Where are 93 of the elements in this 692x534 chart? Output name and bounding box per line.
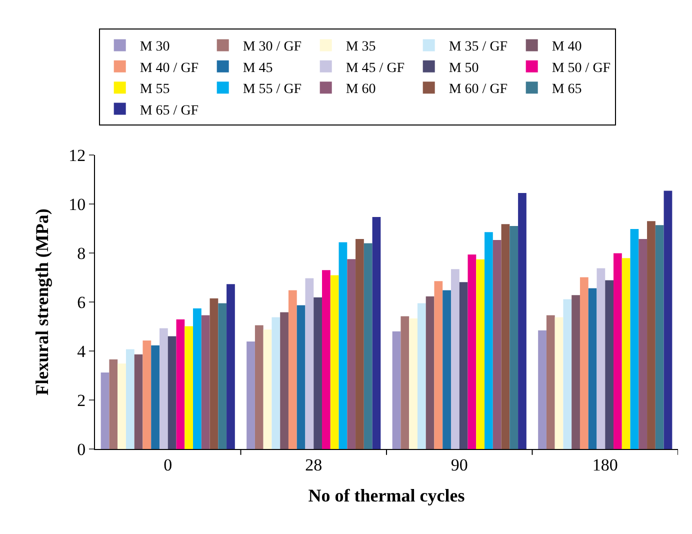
bar (356, 239, 364, 449)
bar (622, 258, 630, 449)
bar (630, 228, 639, 449)
legend-label: M 40 / GF (140, 60, 199, 76)
bar (201, 315, 210, 449)
bar (572, 295, 580, 449)
bar (218, 303, 227, 449)
bar (450, 269, 460, 449)
legend-label: M 45 (242, 60, 273, 76)
bar (554, 317, 564, 449)
legend-label: M 30 (140, 40, 170, 55)
bar (417, 303, 426, 449)
bar (168, 336, 176, 449)
bar (484, 232, 493, 449)
bar (296, 305, 306, 449)
bar (142, 340, 152, 449)
legend-label: M 60 (346, 82, 376, 98)
bar (664, 190, 672, 449)
x-axis-title: No of thermal cycles (308, 486, 465, 506)
legend-label: M 60 / GF (448, 82, 508, 98)
bar (134, 354, 143, 449)
bar (126, 349, 134, 449)
bar (434, 281, 443, 449)
bar (272, 317, 280, 449)
bar (476, 259, 485, 449)
bar (596, 268, 606, 449)
bar (501, 224, 510, 449)
bar (176, 319, 185, 449)
bar (588, 288, 597, 449)
bar (372, 216, 381, 449)
legend-label: M 65 / GF (140, 103, 199, 118)
bar (118, 364, 126, 449)
bar (638, 239, 648, 449)
bar (426, 296, 434, 449)
legend-label: M 35 / GF (448, 40, 508, 55)
bar (364, 243, 372, 449)
legend-label: M 35 (346, 40, 376, 55)
y-tick-label: 4 (77, 342, 86, 361)
bar (492, 240, 502, 449)
legend-label: M 55 / GF (242, 82, 302, 98)
legend-label: M 50 / GF (552, 60, 611, 76)
bar (468, 254, 476, 449)
bar (193, 308, 202, 449)
bar (510, 226, 518, 449)
y-axis-title: Flexural strength (MPa) (32, 208, 52, 396)
bar (409, 318, 418, 449)
bar (280, 312, 288, 449)
bar (546, 315, 555, 449)
x-tick-label: 90 (450, 455, 468, 474)
bar (347, 259, 356, 449)
legend-label: M 30 / GF (242, 40, 302, 55)
bar (338, 242, 348, 449)
bar (159, 328, 168, 449)
legend-label: M 55 (140, 82, 170, 98)
bar (322, 270, 330, 449)
bar (647, 221, 656, 449)
bar (330, 275, 339, 449)
y-tick-label: 6 (77, 292, 86, 312)
bar (109, 359, 118, 449)
bar (314, 297, 322, 449)
bar (563, 299, 572, 449)
legend-label: M 45 / GF (346, 60, 405, 76)
bar (580, 277, 588, 449)
bar (392, 331, 401, 449)
bar (184, 326, 194, 449)
bar (246, 341, 255, 449)
y-tick-label: 2 (77, 390, 86, 410)
bar (538, 330, 546, 449)
bar (605, 280, 614, 449)
x-tick-label: 0 (164, 455, 172, 474)
bar (305, 278, 314, 449)
bar (442, 290, 451, 449)
bar (226, 284, 235, 449)
bar (459, 282, 468, 449)
bar (151, 345, 160, 449)
bar (254, 325, 264, 449)
x-tick-label: 180 (592, 455, 618, 474)
bar (614, 253, 622, 449)
y-tick-label: 10 (68, 194, 86, 214)
bar (210, 298, 218, 449)
legend-label: M 40 (552, 40, 582, 55)
bar (518, 192, 526, 449)
bar (400, 316, 410, 449)
x-tick-label: 28 (305, 455, 322, 474)
bar (655, 225, 664, 449)
bar (288, 290, 297, 449)
y-tick-label: 0 (77, 440, 86, 459)
legend-label: M 50 (448, 60, 479, 76)
y-tick-label: 12 (68, 146, 86, 165)
bar (263, 329, 272, 449)
bar (100, 372, 110, 449)
legend-label: M 65 (552, 82, 582, 98)
y-tick-label: 8 (77, 244, 86, 263)
